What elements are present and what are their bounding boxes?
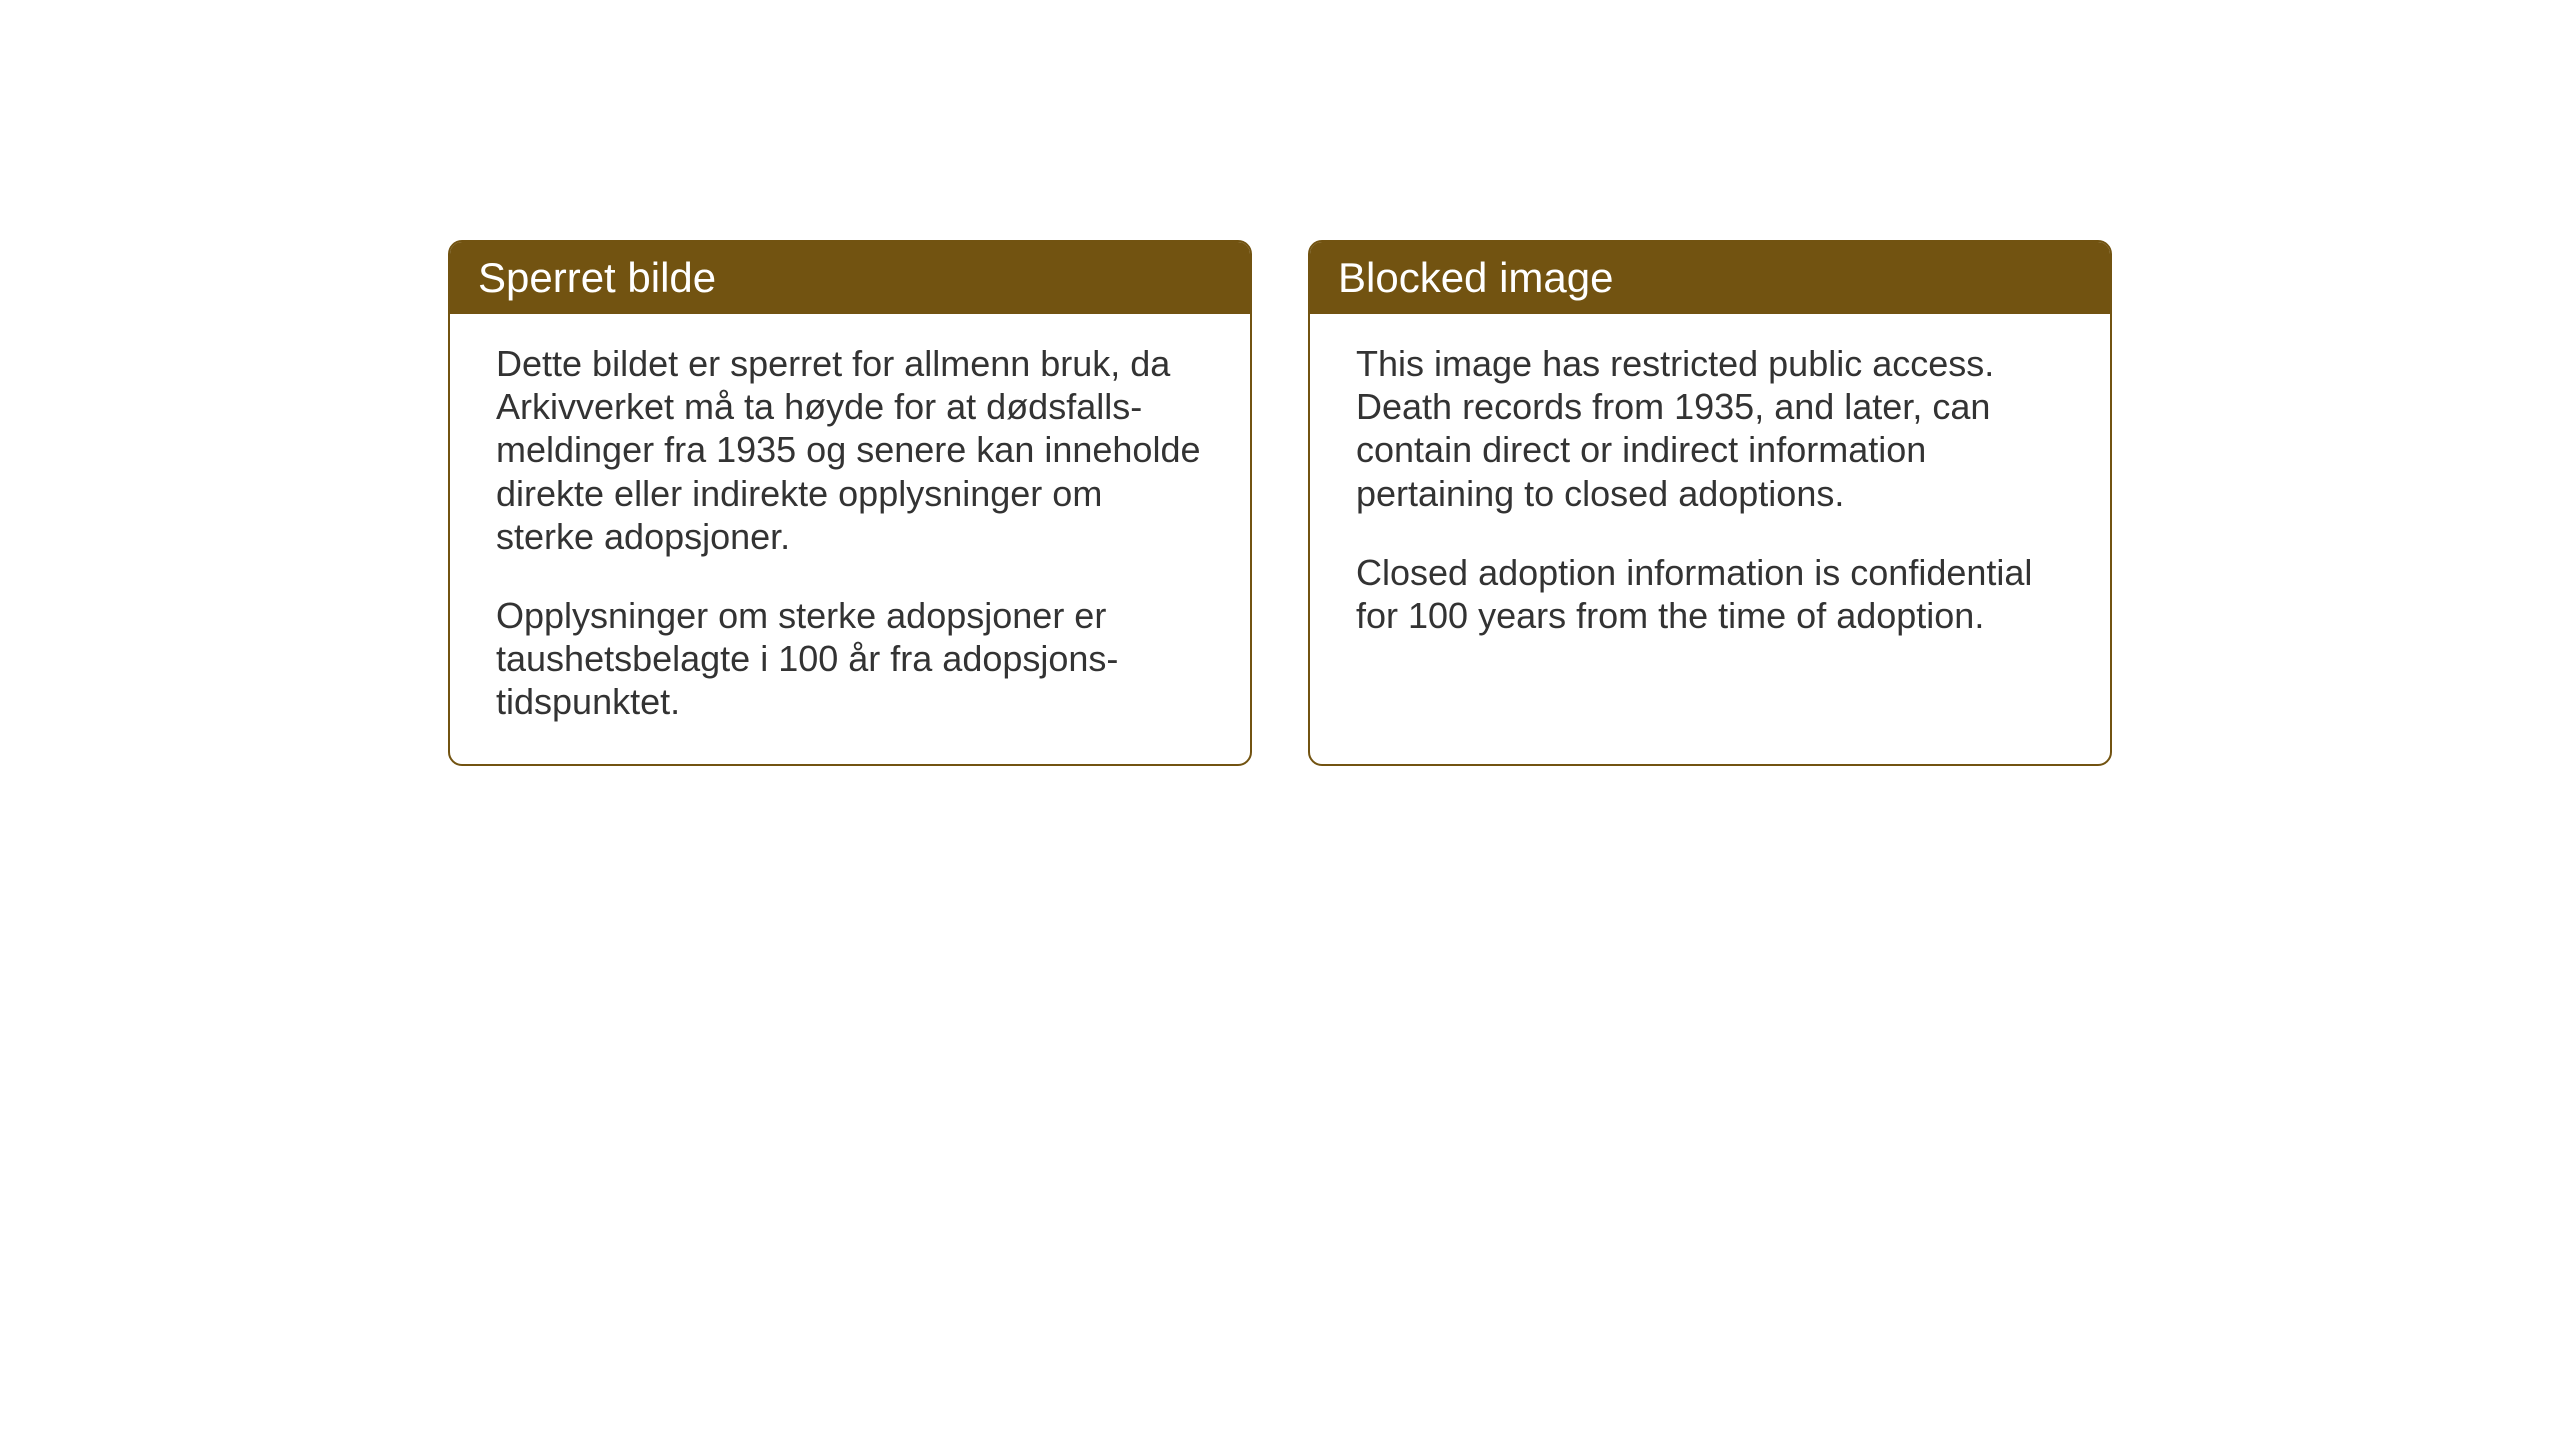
notice-card-english: Blocked image This image has restricted … [1308, 240, 2112, 766]
notice-paragraph-1-norwegian: Dette bildet er sperret for allmenn bruk… [496, 342, 1204, 558]
notice-paragraph-2-english: Closed adoption information is confident… [1356, 551, 2064, 637]
notice-body-norwegian: Dette bildet er sperret for allmenn bruk… [450, 314, 1250, 764]
notice-title-norwegian: Sperret bilde [478, 254, 716, 301]
notice-paragraph-2-norwegian: Opplysninger om sterke adopsjoner er tau… [496, 594, 1204, 724]
notice-paragraph-1-english: This image has restricted public access.… [1356, 342, 2064, 515]
notice-header-english: Blocked image [1310, 242, 2110, 314]
notice-card-norwegian: Sperret bilde Dette bildet er sperret fo… [448, 240, 1252, 766]
notice-title-english: Blocked image [1338, 254, 1613, 301]
notice-header-norwegian: Sperret bilde [450, 242, 1250, 314]
notice-body-english: This image has restricted public access.… [1310, 314, 2110, 677]
notices-container: Sperret bilde Dette bildet er sperret fo… [448, 240, 2112, 766]
